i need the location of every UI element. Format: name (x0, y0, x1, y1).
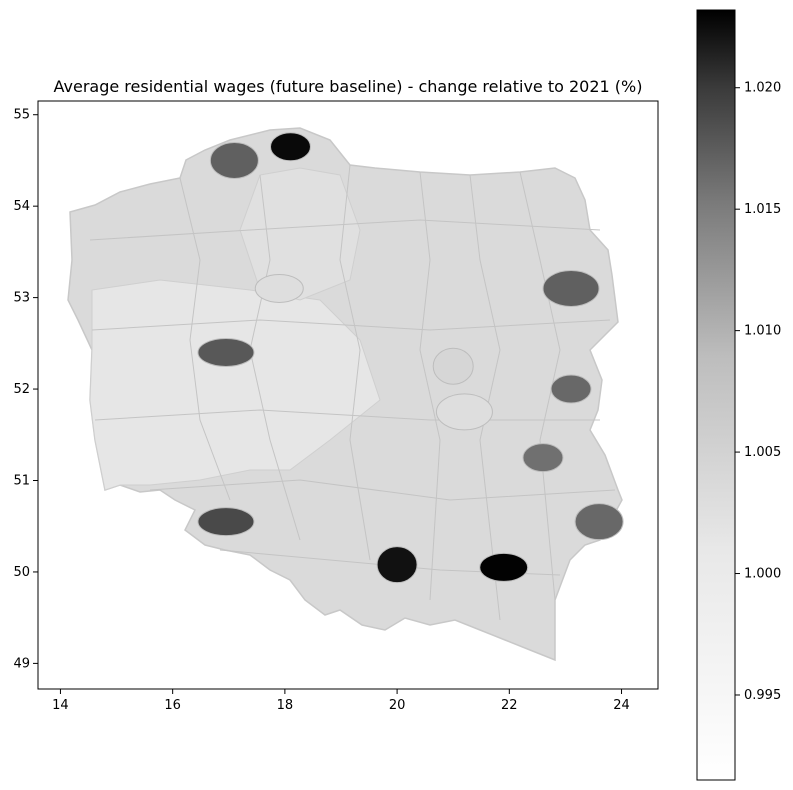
region-rzeszow (480, 553, 528, 581)
y-tick-label: 53 (13, 291, 30, 306)
x-tick-label: 24 (613, 698, 630, 713)
x-tick-label: 20 (389, 698, 406, 713)
y-tick-label: 54 (13, 199, 30, 214)
y-tick-label: 50 (13, 565, 30, 580)
region-koszalin-slupsk-area (210, 142, 258, 178)
y-tick-label: 55 (13, 108, 30, 123)
colorbar-tick-label: 1.010 (744, 324, 781, 339)
region-krakow (377, 547, 417, 583)
region-wroclaw-south (198, 508, 254, 536)
x-axis: 14 16 18 20 22 24 (52, 689, 630, 713)
colorbar-tick-label: 1.000 (744, 567, 781, 582)
y-tick-label: 49 (13, 656, 30, 671)
x-tick-label: 16 (164, 698, 181, 713)
x-tick-label: 18 (277, 698, 294, 713)
region-bialystok (543, 270, 599, 306)
region-lublin (523, 444, 563, 472)
colorbar-tick-label: 1.005 (744, 445, 781, 460)
region-pomerania-north-coast (270, 133, 310, 161)
y-tick-label: 51 (13, 474, 30, 489)
colorbar-ticks: 0.995 1.000 1.005 1.010 1.015 1.020 (735, 81, 781, 703)
x-tick-label: 14 (52, 698, 69, 713)
colorbar-gradient (697, 10, 735, 780)
colorbar-tick-label: 1.015 (744, 202, 781, 217)
region-radom (436, 394, 492, 430)
colorbar-tick-label: 1.020 (744, 81, 781, 96)
colorbar: 0.995 1.000 1.005 1.010 1.015 1.020 (697, 10, 781, 780)
colorbar-tick-label: 0.995 (744, 688, 781, 703)
y-axis: 49 50 51 52 53 54 55 (13, 108, 38, 672)
region-biala-podlaska (551, 375, 591, 403)
y-tick-label: 52 (13, 382, 30, 397)
x-tick-label: 22 (501, 698, 518, 713)
region-warsaw (433, 348, 473, 384)
region-zamosc-area (575, 504, 623, 540)
region-poznan (198, 338, 254, 366)
northern-light-area (240, 168, 360, 300)
region-bydgoszcz (255, 274, 303, 302)
